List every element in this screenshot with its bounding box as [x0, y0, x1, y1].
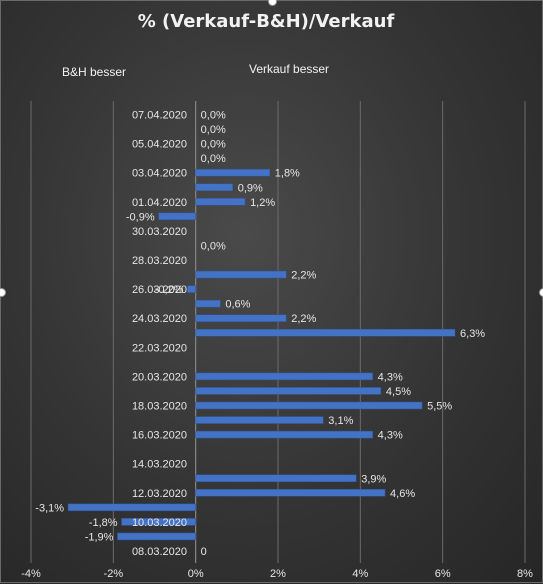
category-tick-label: 05.04.2020 [132, 139, 187, 151]
chart-title: % (Verkauf-B&H)/Verkauf [138, 11, 395, 32]
x-tick-label: 6% [435, 568, 451, 580]
bar [195, 198, 246, 206]
data-label: 4,5% [386, 386, 411, 398]
x-tick-label: 2% [270, 568, 286, 580]
data-label: -0,2% [155, 284, 184, 296]
data-label: 0 [201, 546, 207, 558]
data-label: 3,9% [361, 473, 386, 485]
data-label: -1,9% [85, 531, 114, 543]
category-tick-label: 14.03.2020 [132, 459, 187, 471]
bar [187, 285, 196, 293]
bar [195, 329, 456, 337]
category-tick-label: 12.03.2020 [132, 488, 187, 500]
data-label: 1,2% [250, 197, 275, 209]
category-tick-label: 24.03.2020 [132, 313, 187, 325]
category-tick-label: 30.03.2020 [132, 226, 187, 238]
data-label: 2,2% [291, 313, 316, 325]
bar [195, 401, 423, 410]
bar [117, 532, 196, 541]
bar [158, 212, 196, 221]
category-tick-label: 08.03.2020 [132, 546, 187, 558]
data-label: 4,3% [378, 371, 403, 383]
bar [195, 299, 221, 308]
data-label: 0,0% [201, 124, 226, 136]
bar [67, 503, 196, 512]
annotation-verkauf-besser: Verkauf besser [249, 62, 329, 76]
data-label: 0,9% [238, 182, 263, 194]
data-label: 5,5% [427, 401, 452, 413]
data-label: 0,0% [201, 240, 226, 252]
annotation-bh-besser: B&H besser [62, 65, 126, 79]
category-tick-label: 28.03.2020 [132, 255, 187, 267]
bar [195, 489, 386, 497]
bar [195, 314, 287, 322]
bar [195, 372, 373, 381]
data-label: 1,8% [275, 168, 300, 180]
x-tick-label: -4% [21, 568, 41, 580]
bar [195, 183, 233, 191]
bar [195, 416, 324, 424]
data-label: -0,9% [126, 211, 155, 223]
category-tick-label: 10.03.2020 [132, 517, 187, 529]
bar [195, 430, 373, 439]
selection-handle[interactable] [268, 0, 277, 6]
data-label: 0,0% [201, 153, 226, 165]
data-label: 0,0% [201, 139, 226, 151]
data-label: 2,2% [291, 270, 316, 282]
bar [195, 270, 287, 279]
category-tick-label: 20.03.2020 [132, 371, 187, 383]
data-label: 3,1% [328, 415, 353, 427]
category-tick-label: 26.03.2020 [132, 284, 187, 296]
x-tick-label: 0% [188, 568, 204, 580]
data-label: 4,6% [390, 488, 415, 500]
selection-handle[interactable] [539, 288, 543, 297]
category-tick-label: 01.04.2020 [132, 197, 187, 209]
bar [195, 387, 382, 395]
bar [195, 474, 357, 482]
bar [121, 518, 196, 526]
category-tick-label: 03.04.2020 [132, 168, 187, 180]
data-label: 6,3% [460, 328, 485, 340]
bar [195, 168, 271, 177]
category-tick-label: 16.03.2020 [132, 430, 187, 442]
data-label: 0,6% [225, 299, 250, 311]
selection-handle[interactable] [0, 288, 6, 297]
data-label: 4,3% [378, 430, 403, 442]
data-label: -1,8% [89, 517, 118, 529]
x-tick-label: -2% [104, 568, 124, 580]
category-tick-label: 18.03.2020 [132, 401, 187, 413]
category-tick-label: 07.04.2020 [132, 110, 187, 122]
category-tick-label: 22.03.2020 [132, 342, 187, 354]
data-label: -3,1% [35, 502, 64, 514]
data-label: 0,0% [201, 110, 226, 122]
x-tick-label: 8% [517, 568, 533, 580]
x-tick-label: 4% [352, 568, 368, 580]
